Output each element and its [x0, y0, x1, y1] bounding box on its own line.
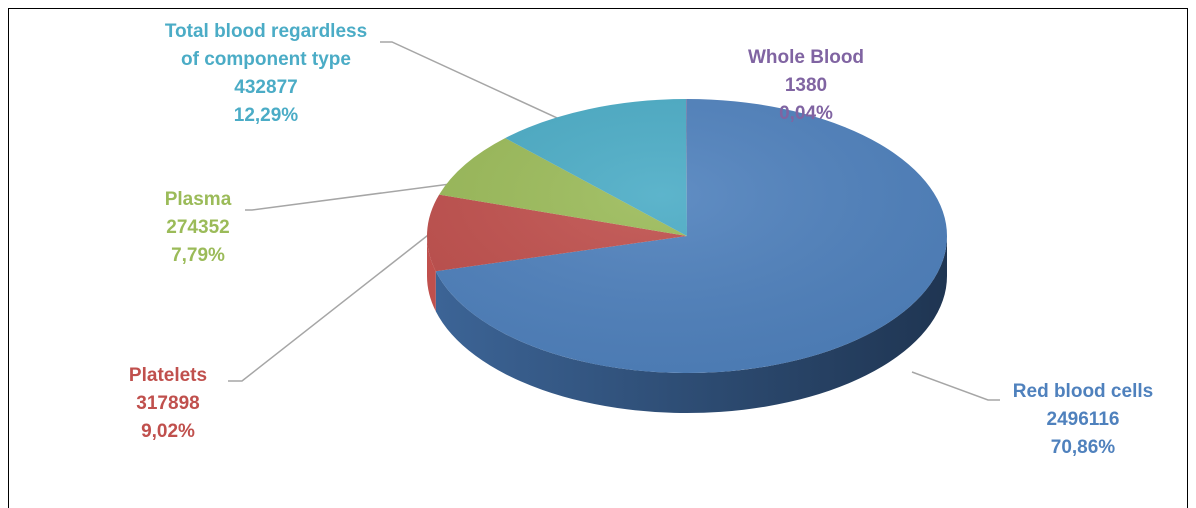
- pie-body: [427, 99, 948, 414]
- label-value-plasma: 274352: [166, 217, 229, 238]
- data-label-plasma: Plasma 274352 7,79%: [165, 189, 232, 266]
- label-percent-total: 12,29%: [234, 105, 299, 126]
- label-value-total: 432877: [234, 77, 297, 98]
- label-name-red: Red blood cells: [1013, 381, 1153, 402]
- side-red: [435, 236, 947, 414]
- data-labels: Red blood cells 2496116 70,86% Platelets 317…: [129, 21, 1153, 458]
- label-percent-plasma: 7,79%: [171, 245, 225, 266]
- label-percent-whole: 0,04%: [779, 103, 833, 124]
- data-label-platelets: Platelets 317898 9,02%: [129, 365, 207, 442]
- label-percent-red: 70,86%: [1051, 437, 1116, 458]
- leader-lines: [228, 41, 1000, 401]
- data-label-total: Total blood regardless of component type 4…: [165, 21, 367, 126]
- label-name-plasma: Plasma: [165, 189, 232, 210]
- leader-line-red: [911, 371, 1000, 401]
- label-name-total: of component type: [181, 49, 351, 70]
- label-name-total: Total blood regardless: [165, 21, 367, 42]
- data-label-red: Red blood cells 2496116 70,86%: [1013, 381, 1153, 458]
- label-value-whole: 1380: [785, 75, 827, 96]
- label-value-red: 2496116: [1047, 409, 1120, 430]
- pie-top-shade: [427, 99, 947, 373]
- label-name-platelets: Platelets: [129, 365, 207, 386]
- label-value-platelets: 317898: [136, 393, 199, 414]
- side-platelets: [427, 236, 436, 312]
- data-label-whole: Whole Blood 1380 0,04%: [748, 47, 864, 124]
- label-name-whole: Whole Blood: [748, 47, 864, 68]
- leader-line-plasma: [245, 180, 474, 211]
- label-percent-platelets: 9,02%: [141, 421, 195, 442]
- leader-line-platelets: [228, 231, 433, 382]
- leader-line-total: [380, 41, 606, 141]
